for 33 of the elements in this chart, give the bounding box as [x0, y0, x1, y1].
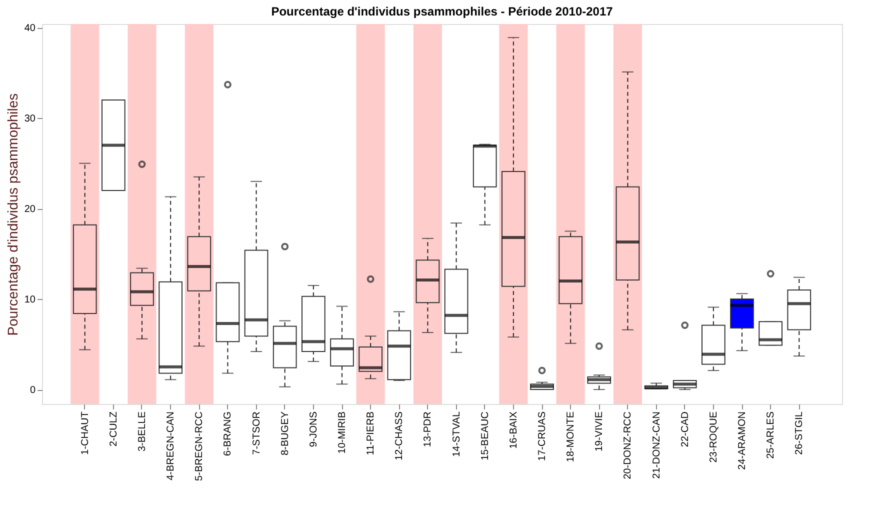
x-tick-label: 12-CHASS: [394, 411, 406, 460]
x-tick-label: 6-BRANG: [222, 411, 234, 456]
x-tick-label: 1-CHAUT: [80, 412, 91, 455]
x-tick-label: 4-BREGN-CAN: [166, 412, 177, 480]
x-tick-label: 19-VIVIE: [594, 411, 606, 452]
x-tick-label: 5-BREGN-RCC: [194, 412, 206, 481]
y-axis-title: Pourcentage d'individus psammophiles: [4, 93, 20, 336]
x-tick-label: 23-ROQUE: [708, 411, 720, 463]
x-tick-label: 13-PDR: [422, 412, 434, 448]
y-tick-label: 0: [30, 385, 36, 396]
x-tick-label: 9-JONS: [308, 411, 320, 448]
x-tick-label: 3-BELLE: [137, 411, 148, 452]
x-tick-label: 16-BAIX: [508, 411, 520, 449]
x-tick-label: 2-CULZ: [108, 412, 120, 447]
y-tick-label: 30: [24, 114, 36, 125]
x-tick-label: 26-STGIL: [794, 411, 806, 455]
x-tick-label: 14-STVAL: [451, 411, 462, 457]
x-tick-label: 24-ARAMON: [737, 412, 748, 470]
x-tick-label: 20-DONZ-RCC: [622, 412, 634, 480]
y-tick-label: 10: [24, 294, 36, 306]
y-tick-label: 20: [24, 204, 36, 216]
x-tick-label: 11-PIERB: [366, 411, 377, 456]
y-tick-label: 40: [24, 23, 36, 34]
x-tick-label: 21-DONZ-CAN: [651, 412, 662, 479]
x-tick-label: 17-CRUAS: [537, 411, 548, 461]
x-tick-label: 18-MONTE: [566, 411, 577, 462]
x-tick-label: 7-STSOR: [251, 412, 262, 455]
x-tick-label: 25-ARLES: [766, 411, 777, 459]
x-tick-label: 22-CAD: [680, 412, 691, 448]
x-tick-label: 8-BUGEY: [280, 411, 291, 456]
x-tick-label: 10-MIRIB: [337, 411, 348, 454]
x-tick-label: 15-BEAUC: [480, 412, 491, 460]
chart-title: Pourcentage d'individus psammophiles - Période 2010-2017: [271, 4, 614, 19]
